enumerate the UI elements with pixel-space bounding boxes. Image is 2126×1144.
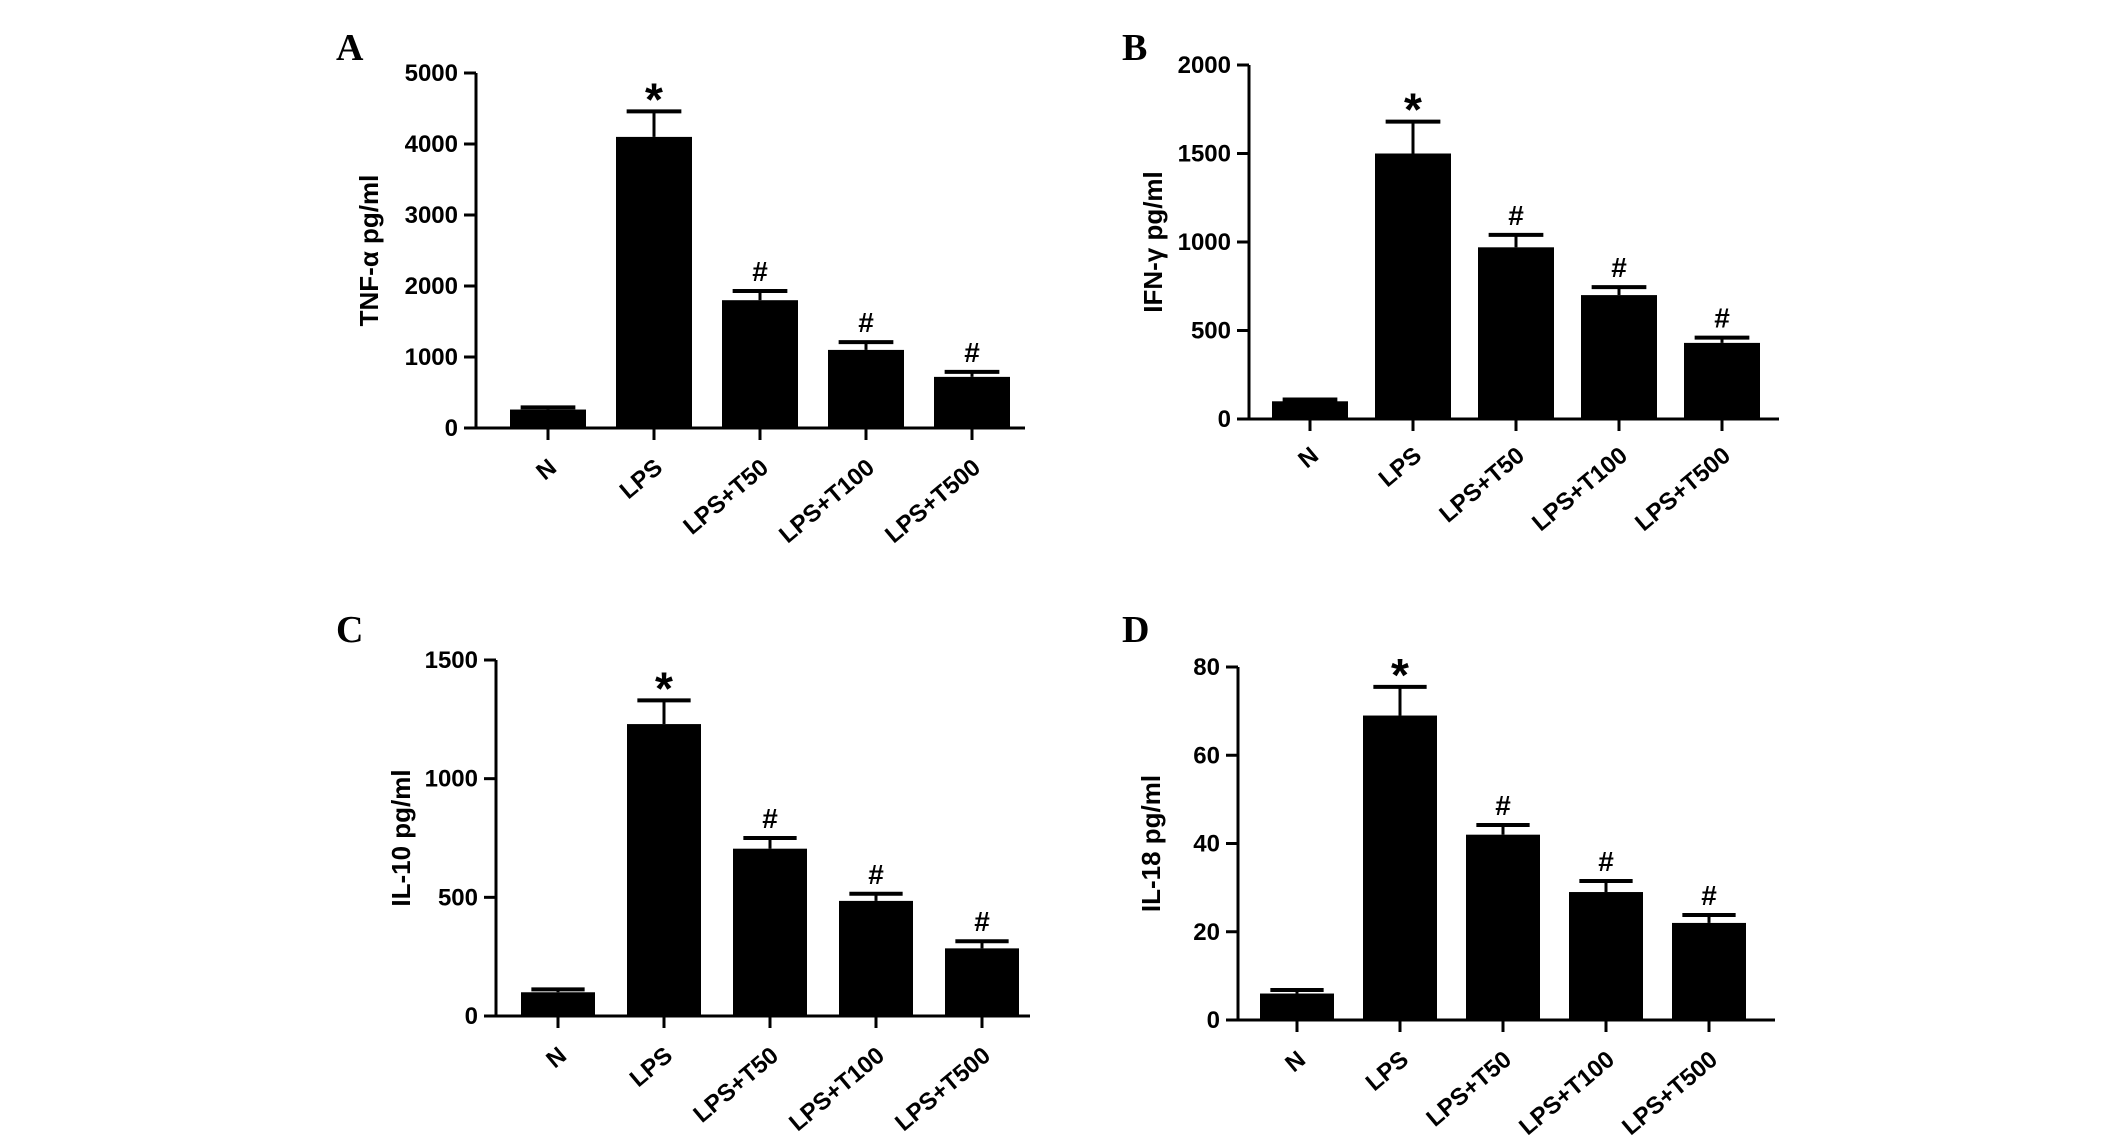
x-category-label: LPS — [1374, 442, 1427, 493]
y-tick-label: 20 — [1193, 919, 1220, 946]
significance-mark: * — [655, 662, 673, 714]
bar-lps-t500 — [945, 948, 1019, 1016]
x-category-label: LPS — [625, 1042, 678, 1093]
x-category-label: LPS — [615, 454, 668, 505]
y-tick-label: 1000 — [1178, 229, 1231, 256]
y-tick-label: 40 — [1193, 831, 1220, 858]
x-category-label: LPS+T100 — [1527, 442, 1633, 537]
y-tick-label: 0 — [465, 1003, 478, 1030]
chart-panel-c: C IL-10 pg/ml 0 500 1000 1500 N * LPS # LPS+T50 # LP… — [336, 609, 1030, 1137]
y-tick-label: 500 — [438, 884, 478, 911]
bar-lps-t100 — [828, 349, 904, 428]
x-category-label: LPS+T500 — [1617, 1046, 1723, 1141]
bar-lps — [1375, 153, 1451, 419]
significance-mark: # — [1495, 790, 1511, 821]
bar-n — [1272, 401, 1348, 419]
bar-n — [1260, 993, 1334, 1020]
x-category-label: LPS+T500 — [880, 454, 986, 549]
x-category-label: LPS+T50 — [1434, 442, 1530, 528]
bar-lps-t50 — [1478, 247, 1554, 419]
x-category-label: LPS+T100 — [1514, 1046, 1620, 1141]
bar-lps-t500 — [1672, 922, 1746, 1020]
significance-mark: # — [1701, 880, 1717, 911]
x-category-label: LPS+T500 — [1630, 442, 1736, 537]
y-tick-label: 1500 — [1178, 141, 1231, 168]
significance-mark: # — [762, 803, 778, 834]
significance-mark: # — [1598, 846, 1614, 877]
significance-mark: # — [1508, 200, 1524, 231]
y-axis-label: IL-18 pg/ml — [1136, 775, 1166, 912]
x-category-label: N — [1280, 1046, 1311, 1078]
x-category-label: LPS+T50 — [688, 1042, 784, 1128]
y-tick-label: 4000 — [405, 131, 458, 158]
y-tick-label: 5000 — [405, 60, 458, 87]
chart-panel-a: A TNF-α pg/ml 0 1000 2000 3000 4000 5000 N * LPS # L… — [336, 27, 1025, 549]
bar-lps-t50 — [733, 848, 807, 1016]
significance-mark: * — [1404, 84, 1422, 136]
x-category-label: LPS+T50 — [1421, 1046, 1517, 1132]
y-axis-label: IFN-γ pg/ml — [1138, 171, 1168, 313]
panel-letter: B — [1122, 27, 1147, 69]
y-tick-label: 2000 — [1178, 52, 1231, 79]
bar-n — [521, 992, 595, 1016]
bar-n — [510, 409, 586, 428]
bar-lps-t500 — [1684, 342, 1760, 419]
significance-mark: # — [752, 256, 768, 287]
significance-mark: * — [645, 73, 663, 125]
panel-letter: C — [336, 609, 363, 651]
y-tick-label: 0 — [445, 415, 458, 442]
y-tick-label: 1000 — [425, 766, 478, 793]
x-category-label: LPS+T100 — [784, 1042, 890, 1137]
y-tick-label: 2000 — [405, 273, 458, 300]
x-category-label: N — [541, 1042, 572, 1074]
x-category-label: LPS+T500 — [890, 1042, 996, 1137]
significance-mark: # — [868, 859, 884, 890]
y-axis-label: TNF-α pg/ml — [354, 175, 384, 327]
y-tick-label: 1000 — [405, 344, 458, 371]
significance-mark: # — [974, 906, 990, 937]
bar-lps — [616, 136, 692, 428]
panel-letter: D — [1122, 609, 1149, 651]
x-category-label: N — [531, 454, 562, 486]
y-tick-label: 500 — [1191, 318, 1231, 345]
bar-lps-t50 — [1466, 834, 1540, 1020]
chart-panel-d: D IL-18 pg/ml 0 20 40 60 80 N * LPS # LPS+T50 # LPS+T… — [1122, 609, 1775, 1141]
bar-lps — [1363, 715, 1437, 1020]
bar-lps-t100 — [839, 900, 913, 1016]
significance-mark: * — [1391, 649, 1409, 701]
bar-lps — [627, 724, 701, 1016]
x-category-label: LPS — [1361, 1046, 1414, 1097]
y-tick-label: 1500 — [425, 647, 478, 674]
bar-lps-t100 — [1581, 295, 1657, 419]
significance-mark: # — [858, 307, 874, 338]
x-category-label: N — [1293, 442, 1324, 474]
x-category-label: LPS+T100 — [774, 454, 880, 549]
y-tick-label: 0 — [1207, 1007, 1220, 1034]
bar-lps-t100 — [1569, 892, 1643, 1020]
y-tick-label: 0 — [1218, 406, 1231, 433]
significance-mark: # — [1714, 303, 1730, 334]
y-tick-label: 60 — [1193, 742, 1220, 769]
x-category-label: LPS+T50 — [678, 454, 774, 540]
y-axis-label: IL-10 pg/ml — [386, 769, 416, 906]
panel-letter: A — [336, 27, 364, 69]
bar-lps-t50 — [722, 300, 798, 428]
chart-panel-b: B IFN-γ pg/ml 0 500 1000 1500 2000 N * LPS # LPS+T5… — [1122, 27, 1779, 537]
bar-lps-t500 — [934, 376, 1010, 428]
y-tick-label: 80 — [1193, 654, 1220, 681]
significance-mark: # — [964, 337, 980, 368]
y-tick-label: 3000 — [405, 202, 458, 229]
significance-mark: # — [1611, 252, 1627, 283]
